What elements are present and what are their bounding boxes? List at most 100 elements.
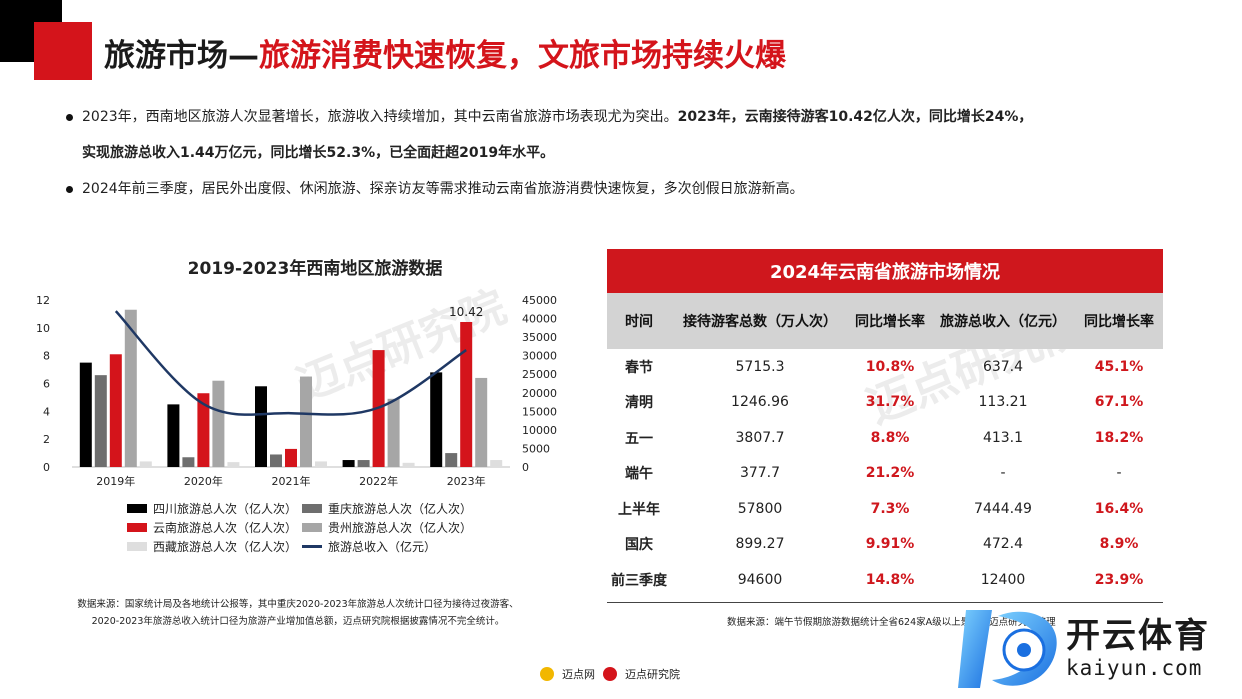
bullet-item: 2023年，西南地区旅游人次显著增长，旅游收入持续增加，其中云南省旅游市场表现尤…	[66, 106, 1186, 128]
table-cell: 31.7%	[865, 394, 915, 411]
bar	[430, 372, 443, 467]
page-title: 旅游市场—旅游消费快速恢复，文旅市场持续火爆	[104, 30, 786, 75]
table-cell: 377.7	[739, 465, 781, 482]
bar	[79, 362, 92, 467]
chart-title: 2019-2023年西南地区旅游数据	[187, 259, 443, 279]
bar	[139, 461, 152, 467]
bar	[197, 393, 210, 467]
y-tick-label-left: 0	[43, 461, 50, 474]
legend-item: 西藏旅游总人次（亿人次）	[127, 538, 297, 555]
table-row: 五一 3807.7 8.8% 413.1 18.2%	[607, 420, 1163, 456]
x-tick-label: 2021年	[272, 474, 311, 488]
y-tick-label-right: 10000	[522, 424, 557, 437]
y-tick-label-right: 25000	[522, 368, 557, 381]
table-cell: 3807.7	[735, 429, 785, 446]
bar	[460, 321, 473, 467]
table-source-note: 数据来源：端午节假期旅游数据统计全省624家A级以上景区，迈点研究院整理	[727, 617, 1056, 628]
table-cell: 12400	[980, 571, 1026, 588]
bar	[300, 376, 312, 467]
x-tick-label: 2019年	[96, 474, 135, 488]
x-tick-label: 2020年	[184, 474, 223, 488]
title-accent-block	[34, 22, 92, 80]
legend-swatch	[127, 504, 147, 513]
legend-swatch	[127, 542, 147, 551]
brand-name: 开云体育	[1066, 616, 1210, 656]
title-highlight: 旅游消费快速恢复，文旅市场持续火爆	[259, 38, 786, 74]
source-line: 数据来源：国家统计局及各地统计公报等，其中重庆2020-2023年旅游总人次统计…	[77, 599, 519, 610]
table-cell: 14.8%	[865, 571, 915, 588]
table-row: 国庆 899.27 9.91% 472.4 8.9%	[607, 527, 1163, 563]
y-tick-label-left: 2	[43, 433, 50, 446]
table-row: 端午 377.7 21.2% - -	[607, 456, 1163, 492]
x-tick-label: 2023年	[447, 474, 486, 488]
legend-label: 云南旅游总人次（亿人次）	[153, 521, 298, 535]
legend-swatch	[302, 523, 322, 532]
table-cell: 45.1%	[1094, 358, 1144, 375]
table-header-cell: 旅游总收入（亿元）	[931, 293, 1075, 349]
bar	[387, 398, 400, 467]
legend-label: 西藏旅游总人次（亿人次）	[153, 540, 298, 554]
footer-logos: 迈点网 迈点研究院	[540, 666, 680, 682]
bullet-text: 2023年，西南地区旅游人次显著增长，旅游收入持续增加，其中云南省旅游市场表现尤…	[82, 109, 678, 125]
data-table: 时间 接待游客总数（万人次） 同比增长率 旅游总收入（亿元） 同比增长率 春节 5…	[607, 293, 1163, 598]
kaiyun-logo-icon	[958, 610, 1057, 688]
y-tick-label-right: 35000	[522, 331, 557, 344]
table-row: 前三季度 94600 14.8% 12400 23.9%	[607, 562, 1163, 598]
table-cell: 9.91%	[865, 536, 915, 553]
y-tick-label-left: 4	[43, 405, 50, 418]
legend-item: 贵州旅游总人次（亿人次）	[302, 519, 472, 536]
legend-label: 重庆旅游总人次（亿人次）	[328, 502, 473, 516]
maidian-research-logo-icon	[603, 667, 617, 681]
bullet-text: 2024年前三季度，居民外出度假、休闲旅游、探亲访友等需求推动云南省旅游消费快速…	[82, 181, 804, 197]
bar	[124, 309, 137, 467]
chart-canvas: 0 2 4 6 8 10 12 0 5000 10000 15000 20000 25000 30000 3…	[36, 294, 557, 488]
table-cell: 8.9%	[1099, 536, 1139, 553]
y-tick-label-right: 45000	[522, 294, 557, 307]
table-cell: 21.2%	[865, 465, 915, 482]
table-cell: 637.4	[982, 358, 1024, 375]
legend-swatch	[127, 523, 147, 532]
table-row: 清明 1246.96 31.7% 113.21 67.1%	[607, 385, 1163, 421]
bar	[475, 377, 488, 467]
table-cell: -	[1000, 465, 1006, 482]
title-prefix: 旅游市场—	[104, 38, 259, 74]
table-cell: -	[1116, 465, 1122, 482]
bar	[167, 404, 180, 467]
table-cell: 7444.49	[974, 500, 1032, 517]
table-cell: 7.3%	[870, 500, 910, 517]
table-cell: 五一	[625, 430, 653, 447]
table-cell: 8.8%	[870, 429, 910, 446]
line-series-revenue	[114, 310, 467, 416]
bar	[227, 462, 240, 467]
table-cell: 清明	[625, 395, 653, 412]
bar	[270, 454, 282, 467]
y-tick-label-right: 0	[522, 461, 529, 474]
bar	[357, 460, 370, 467]
data-label: 10.42	[449, 305, 483, 319]
chart-source-note: 数据来源：国家统计局及各地统计公报等，其中重庆2020-2023年旅游总人次统计…	[58, 596, 538, 630]
bar	[402, 462, 415, 467]
table-row: 春节 5715.3 10.8% 637.4 45.1%	[607, 349, 1163, 385]
footer-logo-text: 迈点网	[562, 668, 595, 681]
legend-label: 贵州旅游总人次（亿人次）	[328, 521, 473, 535]
table-header-cell: 同比增长率	[1075, 293, 1163, 349]
bar	[445, 453, 458, 467]
table-header-cell: 接待游客总数（万人次）	[671, 293, 849, 349]
y-tick-label-left: 12	[36, 294, 50, 307]
bar	[285, 448, 297, 467]
summary-bullets: 2023年，西南地区旅游人次显著增长，旅游收入持续增加，其中云南省旅游市场表现尤…	[66, 106, 1186, 200]
bar	[182, 457, 195, 467]
legend-item: 四川旅游总人次（亿人次）	[127, 500, 297, 517]
y-tick-label-right: 5000	[522, 442, 550, 455]
legend-item: 旅游总收入（亿元）	[302, 538, 436, 555]
bar	[342, 460, 355, 467]
table-cell: 67.1%	[1094, 394, 1144, 411]
x-tick-label: 2022年	[359, 474, 398, 488]
bar	[109, 354, 122, 467]
bar	[255, 386, 267, 467]
table-bottom-rule	[607, 601, 1163, 603]
y-tick-label-left: 8	[43, 350, 50, 363]
table-cell: 上半年	[618, 501, 660, 518]
legend-swatch	[302, 504, 322, 513]
y-tick-label-left: 6	[43, 378, 50, 391]
